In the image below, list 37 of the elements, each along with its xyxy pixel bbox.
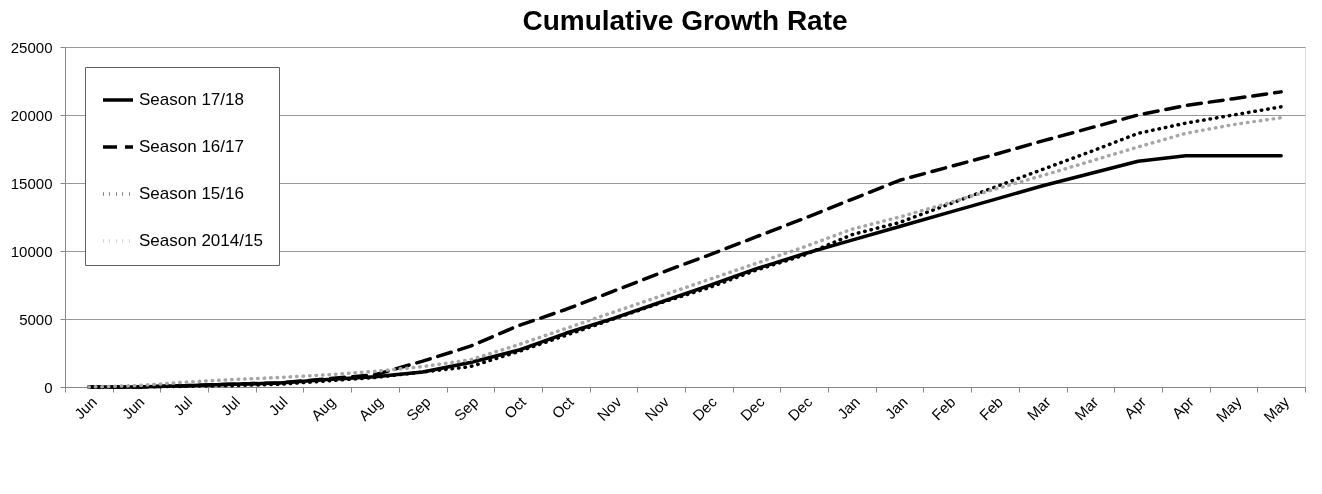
x-tick-label: Jan xyxy=(881,393,911,423)
x-tick-label: Feb xyxy=(928,393,959,424)
x-tick-label: Aug xyxy=(355,393,387,424)
x-tick-label: Jun xyxy=(70,393,100,423)
legend-label: Season 2014/15 xyxy=(139,231,263,250)
x-tick-label: Jun xyxy=(118,393,148,423)
x-tick-label: Nov xyxy=(593,392,625,424)
chart-title: Cumulative Growth Rate xyxy=(522,5,848,36)
y-tick-label: 10000 xyxy=(10,242,53,260)
x-tick-label: Oct xyxy=(500,392,530,422)
x-tick-label: Jan xyxy=(833,393,864,423)
x-tick-label: Oct xyxy=(548,392,578,422)
legend-label: Season 15/16 xyxy=(139,184,244,203)
y-tick-label: 25000 xyxy=(10,38,53,56)
x-tick-label: Apr xyxy=(1168,393,1197,422)
x-tick-label: Sep xyxy=(450,393,482,424)
x-tick-label: Mar xyxy=(1023,393,1054,424)
x-tick-label: May xyxy=(1212,392,1245,426)
x-tick-label: Dec xyxy=(736,392,768,424)
x-tick-label: Feb xyxy=(975,393,1007,424)
y-tick-label: 5000 xyxy=(19,310,53,328)
legend-label: Season 17/18 xyxy=(139,90,244,109)
x-tick-label: Nov xyxy=(641,392,673,424)
x-tick-label: Jul xyxy=(217,393,244,419)
x-tick-label: Dec xyxy=(784,392,816,424)
x-tick-label: Jul xyxy=(265,393,291,419)
legend-label: Season 16/17 xyxy=(139,137,244,156)
x-tick-label: Dec xyxy=(689,392,721,424)
y-tick-label: 15000 xyxy=(10,174,53,192)
x-tick-label: May xyxy=(1260,392,1293,426)
x-tick-label: Aug xyxy=(307,393,339,424)
y-tick-label: 20000 xyxy=(10,106,53,124)
x-tick-label: Mar xyxy=(1071,393,1102,424)
x-tick-label: Sep xyxy=(402,393,434,424)
y-tick-label: 0 xyxy=(44,378,53,396)
x-tick-label: Apr xyxy=(1120,393,1150,422)
x-tick-label: Jul xyxy=(169,393,196,419)
